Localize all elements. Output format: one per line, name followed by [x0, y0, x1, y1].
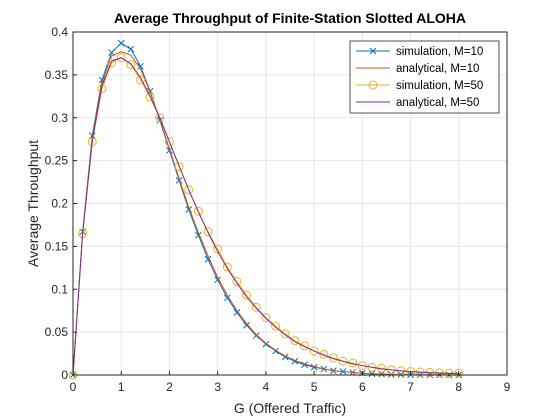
data-point-sim50	[251, 302, 261, 312]
series-line-ana50	[72, 57, 459, 376]
data-point-sim50	[319, 349, 329, 359]
data-point-sim50	[184, 185, 194, 195]
y-tick-label: 0.3	[51, 111, 68, 125]
data-point-sim50	[280, 329, 290, 339]
data-point-sim50	[213, 244, 223, 254]
x-tick-label: 3	[214, 380, 221, 394]
data-point-sim50	[164, 137, 174, 147]
data-point-sim10	[233, 309, 241, 316]
chart-title: Average Throughput of Finite-Station Slo…	[114, 10, 466, 26]
legend-item-ana50: analytical, M=50	[356, 97, 479, 109]
data-point-sim50	[242, 290, 252, 300]
x-tick-label: 9	[504, 380, 511, 394]
legend: simulation, M=10 analytical, M=10 simula…	[349, 40, 500, 114]
y-tick-label: 0.35	[45, 68, 69, 82]
data-point-sim50	[116, 53, 126, 63]
data-point-sim50	[232, 277, 242, 287]
y-tick-label: 0.25	[45, 154, 69, 168]
data-point-sim10	[127, 45, 135, 53]
data-point-sim50	[107, 58, 117, 68]
legend-item-ana10: analytical, M=10	[356, 63, 479, 75]
data-point-sim50	[155, 113, 165, 123]
x-tick-label: 8	[455, 380, 462, 394]
data-point-sim50	[193, 206, 203, 216]
y-tick-label: 0	[61, 368, 68, 382]
data-point-sim50	[299, 341, 309, 351]
legend-label-ana10: analytical, M=10	[396, 63, 479, 75]
x-tick-label: 5	[311, 380, 318, 394]
data-point-sim50	[97, 84, 107, 94]
y-tick-label: 0.1	[51, 282, 68, 296]
data-point-sim50	[222, 262, 232, 272]
data-point-sim10	[175, 176, 183, 184]
data-point-sim50	[309, 346, 319, 356]
legend-item-sim10: simulation, M=10	[356, 46, 483, 58]
legend-marker-sim50	[368, 80, 378, 90]
data-point-sim50	[145, 92, 155, 102]
series-layer	[68, 39, 464, 380]
data-point-sim50	[338, 356, 348, 366]
data-point-sim10	[166, 146, 173, 154]
legend-marker-sim10	[369, 47, 377, 55]
data-point-sim50	[367, 362, 377, 372]
x-tick-label: 2	[166, 380, 173, 394]
data-point-sim50	[290, 336, 300, 346]
x-tick-label: 4	[263, 380, 270, 394]
legend-label-ana50: analytical, M=50	[396, 97, 479, 109]
x-tick-label: 0	[70, 380, 77, 394]
y-tick-label: 0.4	[51, 25, 68, 39]
data-point-sim50	[328, 353, 338, 363]
data-point-sim50	[126, 60, 136, 70]
x-axis-label: G (Offered Traffic)	[234, 400, 346, 416]
legend-item-sim50: simulation, M=50	[356, 80, 483, 92]
data-point-sim10	[252, 332, 260, 339]
x-tick-label: 1	[118, 380, 125, 394]
legend-label-sim10: simulation, M=10	[396, 46, 483, 58]
data-point-sim10	[223, 294, 231, 302]
data-point-sim50	[357, 361, 367, 371]
y-axis-label: Average Throughput	[25, 140, 41, 267]
data-point-sim10	[310, 363, 318, 371]
tick-labels: 0 1 2 3 4 5 6 7 8 9 0 0.05 0.1 0.15 0.2 0.25 0.3 0.35 0.4	[45, 25, 511, 394]
x-tick-label: 6	[359, 380, 366, 394]
data-point-sim50	[261, 313, 271, 323]
data-point-sim10	[117, 39, 125, 47]
data-point-sim50	[87, 137, 97, 147]
y-tick-label: 0.15	[45, 239, 69, 253]
y-tick-label: 0.05	[45, 325, 69, 339]
series-line-ana10	[72, 51, 459, 376]
data-point-sim10	[137, 62, 144, 70]
x-tick-label: 7	[407, 380, 414, 394]
data-point-sim50	[271, 321, 281, 331]
y-tick-label: 0.2	[51, 197, 68, 211]
data-point-sim50	[174, 162, 184, 172]
legend-label-sim50: simulation, M=50	[396, 80, 483, 92]
data-point-sim50	[203, 227, 213, 237]
data-point-sim10	[243, 321, 250, 329]
data-point-sim50	[136, 75, 146, 85]
tick-marks	[72, 31, 508, 376]
